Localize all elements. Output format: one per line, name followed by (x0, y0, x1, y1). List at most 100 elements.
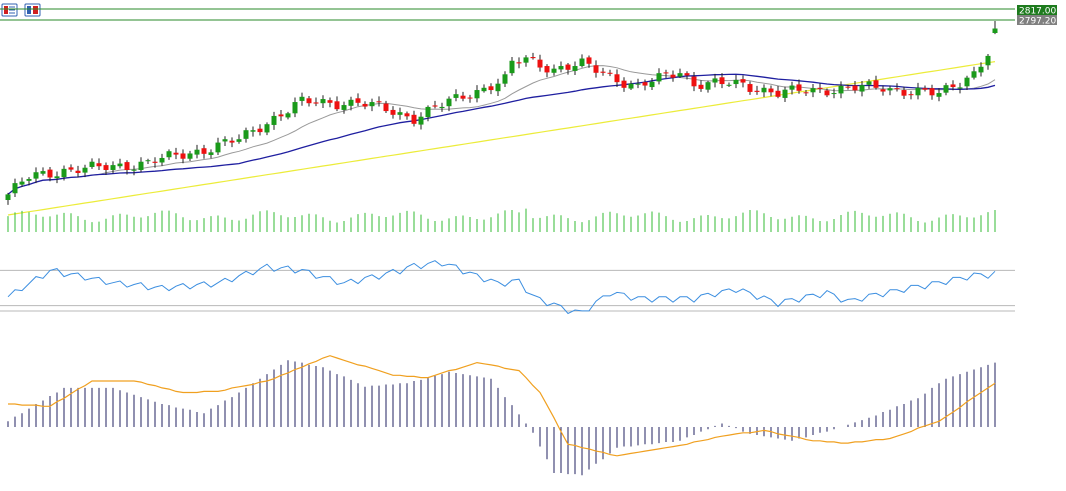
candle-body (572, 66, 578, 71)
candle-body (425, 106, 431, 118)
candle-bull (320, 95, 326, 109)
candle-body (481, 87, 487, 92)
candle-body (474, 90, 480, 99)
candle-bull (481, 84, 487, 93)
candle-bull (439, 102, 445, 112)
price-label-upper-text: 2817.00 (1019, 7, 1056, 17)
candle-bull (54, 171, 60, 184)
candle-bull (705, 80, 711, 93)
price-label-lower: 2797.20 (1017, 15, 1057, 27)
candle-body (243, 130, 249, 139)
candle-bull (502, 71, 508, 88)
candle-body (747, 84, 753, 92)
candle-bear (719, 73, 725, 89)
candle-bear (173, 147, 179, 160)
candle-bull (838, 81, 844, 99)
candle-body (285, 113, 291, 118)
candle-body (726, 84, 732, 86)
candle-bull (712, 73, 718, 88)
candle-body (68, 167, 74, 170)
candle-body (236, 139, 242, 142)
candle-bull (985, 54, 991, 70)
candle-bull (285, 111, 291, 120)
candle-body (887, 88, 893, 91)
candle-bull (264, 122, 270, 136)
candle-bull (831, 88, 837, 99)
candle-body (544, 66, 550, 73)
candle-body (621, 80, 627, 88)
candle-bear (390, 106, 396, 119)
candle-bear (845, 84, 851, 90)
candle-bull (369, 98, 375, 112)
candle-bull (299, 92, 305, 106)
candle-body (936, 93, 942, 97)
candle-bear (257, 124, 263, 136)
candle-bull (215, 137, 221, 155)
candle-body (467, 97, 473, 99)
candle-body (411, 114, 417, 124)
candle-bull (761, 84, 767, 98)
candle-body (628, 83, 634, 89)
candle-bull (131, 165, 137, 176)
candle-bear (824, 88, 830, 98)
candle-bull (12, 178, 18, 197)
candle-bull (208, 149, 214, 159)
candle-bear (593, 60, 599, 78)
candle-body (971, 71, 977, 78)
candle-bear (796, 79, 802, 94)
candle-bull (425, 105, 431, 122)
candle-body (222, 139, 228, 142)
candle-bull (726, 82, 732, 88)
candle-body (929, 88, 935, 96)
candle-body (775, 90, 781, 97)
candle-bull (418, 112, 424, 130)
candle-body (292, 102, 298, 114)
price-label-upper: 2817.00 (1017, 5, 1057, 17)
candle-bear (124, 160, 130, 175)
candle-bear (768, 85, 774, 97)
candle-body (82, 167, 88, 173)
candle-bull (61, 165, 67, 181)
candle-bear (278, 109, 284, 121)
candle-bull (509, 57, 515, 76)
candle-bull (271, 111, 277, 130)
candle-bull (5, 192, 11, 205)
chart-list-icon[interactable] (1, 3, 18, 17)
candle-body (586, 57, 592, 64)
candle-bull (19, 177, 25, 187)
candle-bull (915, 82, 921, 100)
candle-bull (159, 153, 165, 166)
candle-bear (180, 149, 186, 164)
candle-body (278, 114, 284, 117)
candle-bear (621, 77, 627, 92)
price-label-lower-text: 2797.20 (1019, 17, 1056, 27)
candle-body (19, 181, 25, 185)
candle-body (901, 90, 907, 96)
ma-slow-layer (7, 61, 996, 216)
candle-body (180, 153, 186, 159)
candle-body (530, 57, 536, 59)
candle-body (103, 165, 109, 170)
candle-body (922, 88, 928, 90)
candle-bear (411, 110, 417, 127)
candle-body (187, 153, 193, 159)
candle-bull (495, 78, 501, 97)
candle-bull (138, 157, 144, 173)
candle-body (873, 80, 879, 88)
chart-template-icon[interactable] (24, 3, 41, 17)
candle-bull (243, 127, 249, 143)
candle-body (89, 161, 95, 167)
candle-body (5, 194, 11, 200)
candle-body (698, 84, 704, 89)
candle-bear (754, 85, 760, 95)
candle-body (705, 82, 711, 90)
candle-body (733, 79, 739, 85)
candle-bull (558, 61, 564, 73)
candle-bull (789, 81, 795, 95)
macd-layer (7, 355, 996, 476)
candle-body (691, 76, 697, 87)
candle-body (943, 85, 949, 93)
candle-body (40, 171, 46, 174)
candle-body (831, 93, 837, 95)
